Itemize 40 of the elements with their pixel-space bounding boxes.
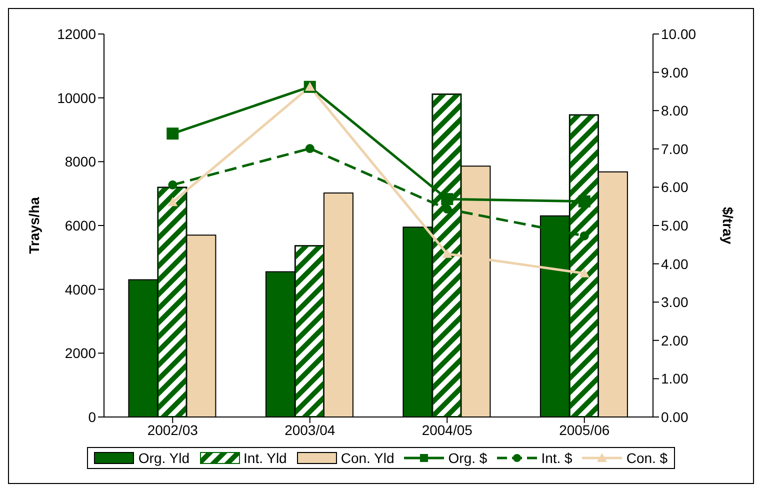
y2-tick-label: 3.00 <box>661 294 688 310</box>
y2-tick-label: 4.00 <box>661 256 688 272</box>
y2-tick-label: 1.00 <box>661 370 688 387</box>
y-tick-label: 12000 <box>57 26 96 42</box>
y-tick-label: 2000 <box>64 345 96 362</box>
point <box>305 144 314 154</box>
point <box>580 231 589 240</box>
y2-axis-title: $/tray <box>720 206 736 244</box>
y2-tick-label: 5.00 <box>661 217 688 234</box>
y2-tick-label: 2.00 <box>661 332 688 348</box>
point <box>442 248 452 258</box>
y2-tick-label: 10.00 <box>661 26 696 42</box>
y2-tick-label: 7.00 <box>661 140 688 157</box>
legend-label: Org. Yld <box>138 450 190 466</box>
y2-tick-label: 8.00 <box>661 102 688 119</box>
point <box>442 204 452 214</box>
legend-label: Int. Yld <box>244 450 287 466</box>
y-tick-label: 10000 <box>57 90 96 106</box>
x-tick-label: 2005/06 <box>559 422 610 438</box>
y-axis-title: Trays/ha <box>26 196 42 254</box>
point <box>579 268 590 278</box>
x-tick-label: 2004/05 <box>422 422 473 438</box>
legend-label: Org. $ <box>448 450 488 466</box>
x-tick-label: 2002/03 <box>147 422 198 438</box>
y2-tick-label: 0.00 <box>661 408 688 425</box>
y-tick-label: 6000 <box>64 217 96 234</box>
point <box>441 193 454 206</box>
y-tick-label: 4000 <box>64 281 96 298</box>
legend-label: Con. Yld <box>340 450 394 466</box>
legend-label: Con. $ <box>626 450 668 466</box>
legend-label: Int. $ <box>541 450 572 466</box>
y-tick-label: 8000 <box>64 154 96 170</box>
y2-tick-label: 6.00 <box>661 179 688 196</box>
y2-tick-label: 9.00 <box>661 64 688 80</box>
point <box>168 197 178 206</box>
y-tick-label: 0 <box>88 408 96 425</box>
point <box>578 195 590 208</box>
point <box>168 180 178 190</box>
point <box>166 128 179 140</box>
x-tick-label: 2003/04 <box>284 422 336 438</box>
